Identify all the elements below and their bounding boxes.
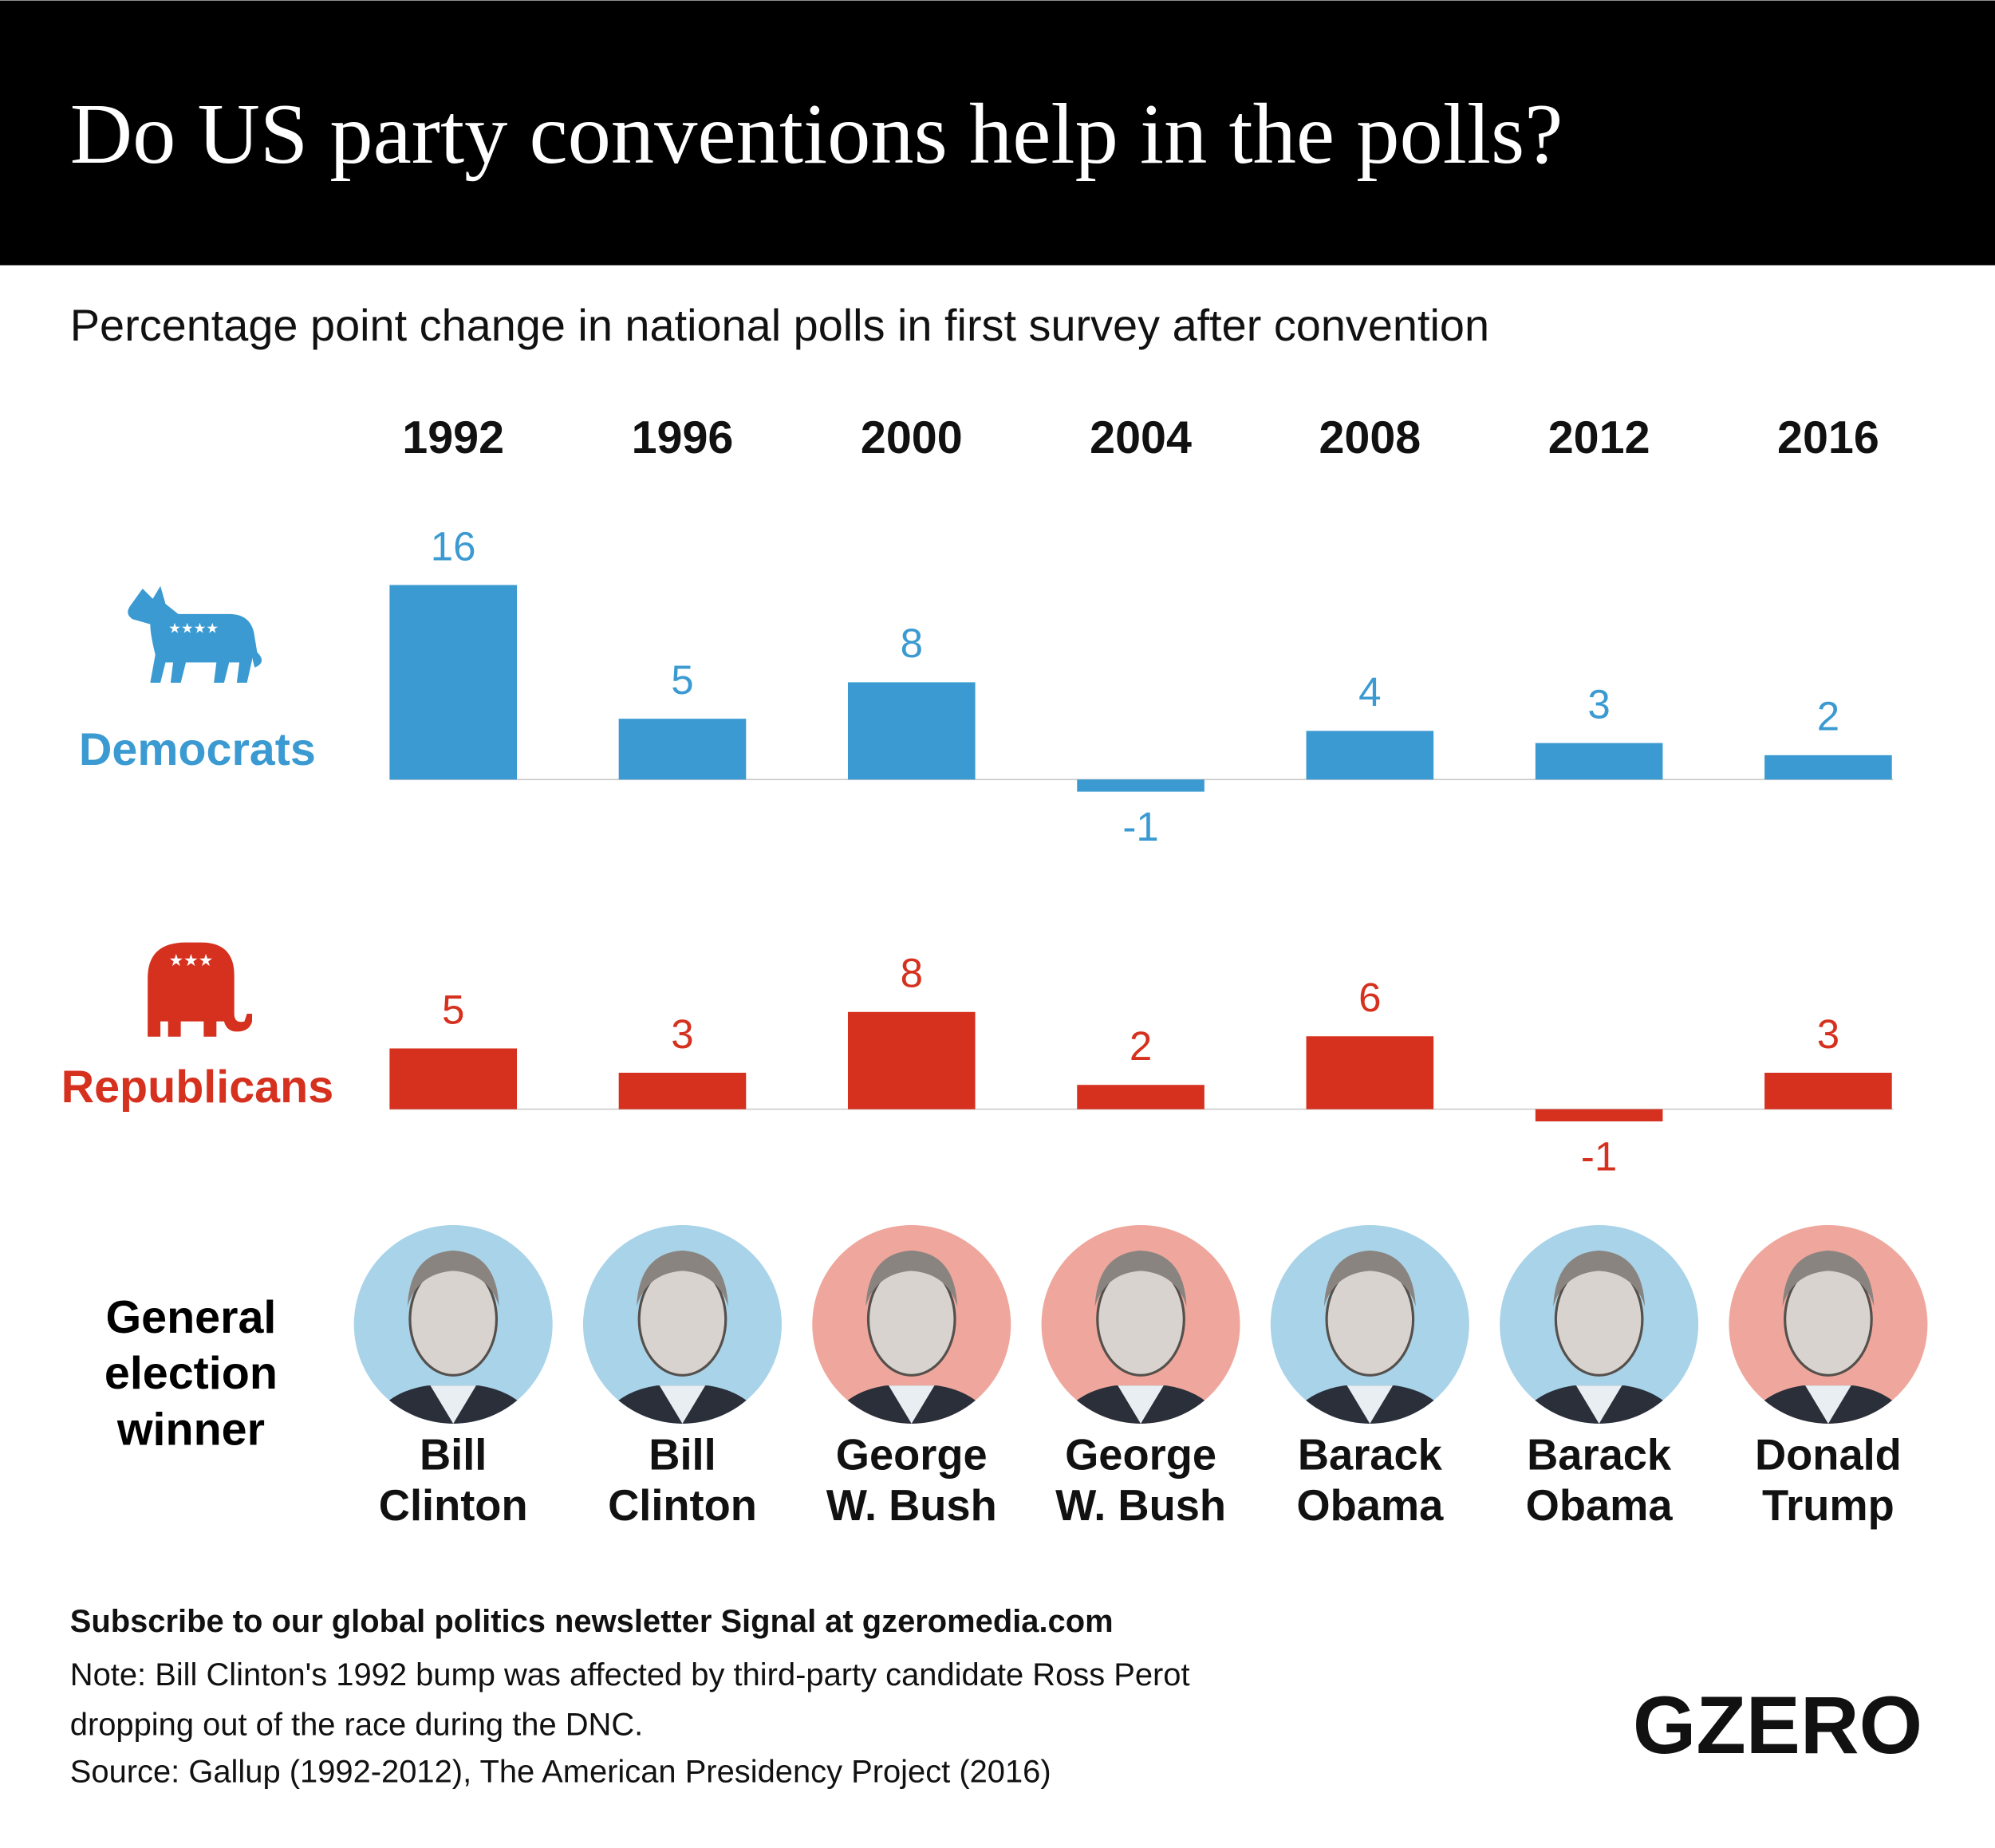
- year-label: 2012: [1548, 412, 1650, 463]
- bar: [1764, 1072, 1892, 1109]
- hair: [865, 1250, 958, 1307]
- value-label: -1: [1122, 804, 1158, 849]
- bar: [1535, 743, 1663, 780]
- winner-name: George: [836, 1431, 988, 1479]
- hair: [637, 1250, 728, 1307]
- value-label: 2: [1130, 1023, 1152, 1069]
- winner-label: General: [105, 1292, 276, 1343]
- year-label: 2004: [1090, 412, 1192, 463]
- republican-icon: ★★★: [148, 942, 253, 1037]
- portrait: [1280, 1250, 1460, 1424]
- year-label: 2008: [1319, 412, 1421, 463]
- value-label: 5: [671, 657, 693, 703]
- collar: [889, 1385, 935, 1424]
- value-label: 5: [442, 987, 464, 1032]
- value-label: 16: [431, 523, 476, 569]
- winner-name: George: [1065, 1431, 1216, 1479]
- bar: [389, 1048, 517, 1109]
- year-label: 2016: [1777, 412, 1879, 463]
- portrait: [364, 1250, 542, 1424]
- bar: [1764, 755, 1892, 780]
- bar: [618, 719, 747, 780]
- bar: [1077, 1085, 1204, 1109]
- value-label: 2: [1817, 694, 1839, 739]
- collar: [1118, 1385, 1164, 1424]
- collar: [430, 1385, 476, 1424]
- winner-name: Barack: [1527, 1431, 1672, 1479]
- winner-name: Donald: [1755, 1431, 1902, 1479]
- value-label: -1: [1581, 1133, 1617, 1179]
- portrait: [1739, 1250, 1918, 1424]
- series-name: Democrats: [79, 724, 316, 775]
- collar: [1805, 1385, 1851, 1424]
- logo: GZERO: [1633, 1680, 1922, 1771]
- year-label: 1996: [632, 412, 734, 463]
- collar: [1346, 1385, 1394, 1424]
- winner-name: Clinton: [379, 1482, 528, 1530]
- icon-stars: ★★★★: [168, 621, 219, 636]
- value-label: 8: [901, 951, 923, 996]
- hair: [1782, 1250, 1875, 1307]
- subscribe: Subscribe to our global politics newslet…: [70, 1604, 1114, 1639]
- winner-name: Bill: [420, 1431, 487, 1479]
- value-label: 8: [901, 621, 923, 666]
- value-label: 3: [1817, 1011, 1839, 1057]
- bar: [618, 1072, 747, 1109]
- title: Do US party conventions help in the poll…: [70, 86, 1563, 182]
- series-name: Republicans: [61, 1062, 334, 1113]
- icon-stars: ★★★: [169, 952, 214, 970]
- winner-name: Obama: [1296, 1482, 1444, 1530]
- collar: [659, 1385, 706, 1424]
- bar: [1306, 1036, 1434, 1109]
- bar: [847, 1011, 976, 1109]
- democrat-icon: ★★★★: [128, 585, 262, 684]
- hair: [1094, 1250, 1187, 1307]
- winner-name: W. Bush: [826, 1482, 997, 1530]
- collar: [1575, 1385, 1622, 1424]
- hair: [1553, 1250, 1646, 1307]
- winner-label: winner: [116, 1404, 265, 1455]
- value-label: 6: [1358, 975, 1381, 1020]
- year-label: 2000: [861, 412, 963, 463]
- note: Note: Bill Clinton's 1992 bump was affec…: [70, 1657, 1190, 1692]
- value-label: 3: [671, 1011, 693, 1057]
- winner-name: Clinton: [608, 1482, 757, 1530]
- source: Source: Gallup (1992-2012), The American…: [70, 1754, 1051, 1789]
- winner-name: Trump: [1762, 1482, 1894, 1530]
- portrait: [1509, 1250, 1689, 1424]
- winner-name: Barack: [1298, 1431, 1443, 1479]
- portrait: [593, 1250, 772, 1424]
- hair: [1323, 1250, 1416, 1307]
- bar: [1077, 779, 1204, 792]
- bar: [389, 585, 517, 780]
- value-label: 4: [1358, 669, 1381, 715]
- value-label: 3: [1587, 681, 1610, 727]
- hair: [407, 1250, 499, 1307]
- title-band: [0, 0, 1995, 266]
- bar: [847, 682, 976, 780]
- bar: [1306, 731, 1434, 780]
- portrait: [1051, 1250, 1230, 1424]
- winner-label: election: [104, 1348, 278, 1399]
- bar: [1535, 1109, 1663, 1121]
- portrait: [822, 1250, 1001, 1424]
- winner-name: Bill: [649, 1431, 716, 1479]
- winner-name: W. Bush: [1055, 1482, 1226, 1530]
- winner-name: Obama: [1526, 1482, 1674, 1530]
- year-label: 1992: [402, 412, 504, 463]
- subtitle: Percentage point change in national poll…: [70, 300, 1489, 350]
- note: dropping out of the race during the DNC.: [70, 1707, 643, 1742]
